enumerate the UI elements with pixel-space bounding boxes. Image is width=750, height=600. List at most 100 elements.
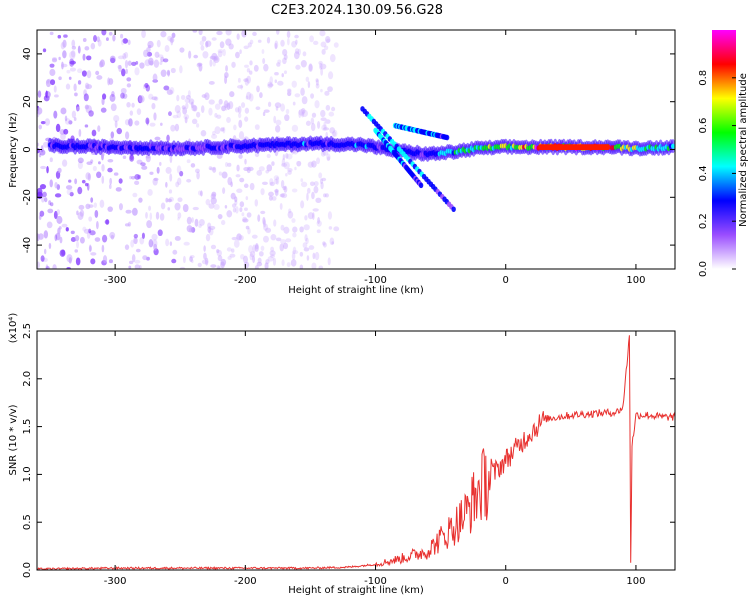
noise-speck [208, 203, 215, 209]
noise-speck [265, 227, 272, 233]
noise-speck [101, 30, 107, 36]
noise-speck [97, 125, 101, 132]
noise-speck [51, 58, 58, 63]
noise-speck [311, 191, 315, 200]
noise-speck [221, 105, 226, 112]
noise-speck [108, 78, 114, 85]
noise-speck [296, 160, 302, 167]
snr-series-line [37, 335, 675, 570]
noise-speck [192, 30, 198, 33]
noise-speck [85, 84, 93, 90]
noise-speck [40, 145, 44, 153]
noise-speck [291, 40, 297, 48]
noise-speck [244, 207, 248, 211]
noise-speck [288, 208, 292, 214]
noise-speck [230, 181, 233, 188]
noise-speck [125, 209, 132, 214]
noise-speck [294, 48, 300, 54]
noise-speck [146, 220, 153, 229]
noise-speck [58, 226, 62, 230]
noise-speck [219, 41, 225, 49]
noise-speck [91, 129, 97, 137]
noise-speck [49, 68, 56, 77]
noise-speck [248, 93, 254, 102]
noise-speck [237, 105, 242, 114]
noise-speck [332, 129, 338, 138]
noise-speck [270, 234, 277, 241]
noise-speck [225, 38, 232, 46]
noise-speck [101, 93, 107, 100]
noise-speck [71, 39, 76, 48]
x-tick-label: -300 [104, 275, 127, 286]
noise-speck [246, 68, 251, 73]
noise-speck [166, 134, 170, 142]
noise-speck [258, 251, 264, 257]
noise-speck [244, 77, 249, 86]
noise-speck [247, 227, 251, 235]
noise-speck [320, 41, 327, 48]
noise-speck [63, 34, 68, 38]
noise-speck [126, 77, 132, 82]
noise-speck [262, 216, 266, 225]
noise-speck [266, 36, 271, 44]
noise-speck [242, 218, 249, 223]
noise-speck [160, 202, 166, 210]
noise-speck [318, 265, 324, 269]
noise-speck [48, 242, 52, 250]
noise-speck [260, 245, 265, 251]
noise-speck [245, 196, 249, 201]
noise-speck [134, 67, 140, 76]
noise-speck [283, 185, 288, 193]
y-tick-label: 20 [22, 95, 33, 108]
noise-speck [236, 188, 243, 193]
noise-speck [327, 211, 333, 220]
noise-speck [77, 45, 81, 54]
noise-speck [323, 121, 327, 130]
noise-speck [325, 35, 331, 44]
noise-speck [81, 70, 87, 77]
noise-speck [53, 110, 58, 119]
noise-speck [291, 188, 298, 193]
noise-speck [78, 128, 82, 137]
noise-speck [320, 68, 324, 76]
noise-speck [148, 239, 154, 248]
noise-speck [81, 179, 86, 184]
noise-speck [84, 46, 90, 51]
noise-speck [176, 94, 180, 102]
noise-speck [124, 223, 130, 227]
noise-speck [329, 54, 336, 63]
noise-speck [74, 235, 80, 242]
noise-speck [182, 107, 188, 115]
noise-speck [53, 210, 58, 220]
noise-speck [226, 102, 231, 110]
noise-speck [47, 92, 50, 100]
noise-speck [222, 48, 226, 57]
noise-speck [267, 83, 274, 87]
noise-speck [70, 230, 75, 235]
snr-y-multiplier: (x10⁴) [8, 313, 19, 344]
noise-speck [302, 242, 308, 249]
noise-speck [76, 240, 80, 249]
noise-speck [212, 130, 216, 136]
noise-speck [160, 122, 163, 126]
colorbar-label: Normalized spectral amplitude [738, 73, 749, 227]
noise-speck [209, 55, 216, 60]
noise-speck [108, 184, 112, 190]
noise-speck [277, 80, 284, 86]
y-tick-label: 0 [22, 146, 33, 152]
noise-speck [170, 124, 176, 132]
noise-speck [154, 136, 161, 141]
noise-speck [49, 63, 55, 68]
noise-speck [141, 30, 146, 39]
noise-speck [210, 244, 217, 250]
noise-speck [78, 204, 85, 210]
noise-speck [227, 177, 233, 186]
noise-speck [165, 197, 169, 203]
noise-speck [179, 65, 183, 74]
noise-speck [40, 165, 47, 170]
noise-speck [74, 249, 78, 253]
noise-speck [320, 109, 326, 118]
noise-speck [257, 39, 262, 43]
noise-speck [50, 79, 56, 86]
noise-speck [49, 31, 54, 36]
